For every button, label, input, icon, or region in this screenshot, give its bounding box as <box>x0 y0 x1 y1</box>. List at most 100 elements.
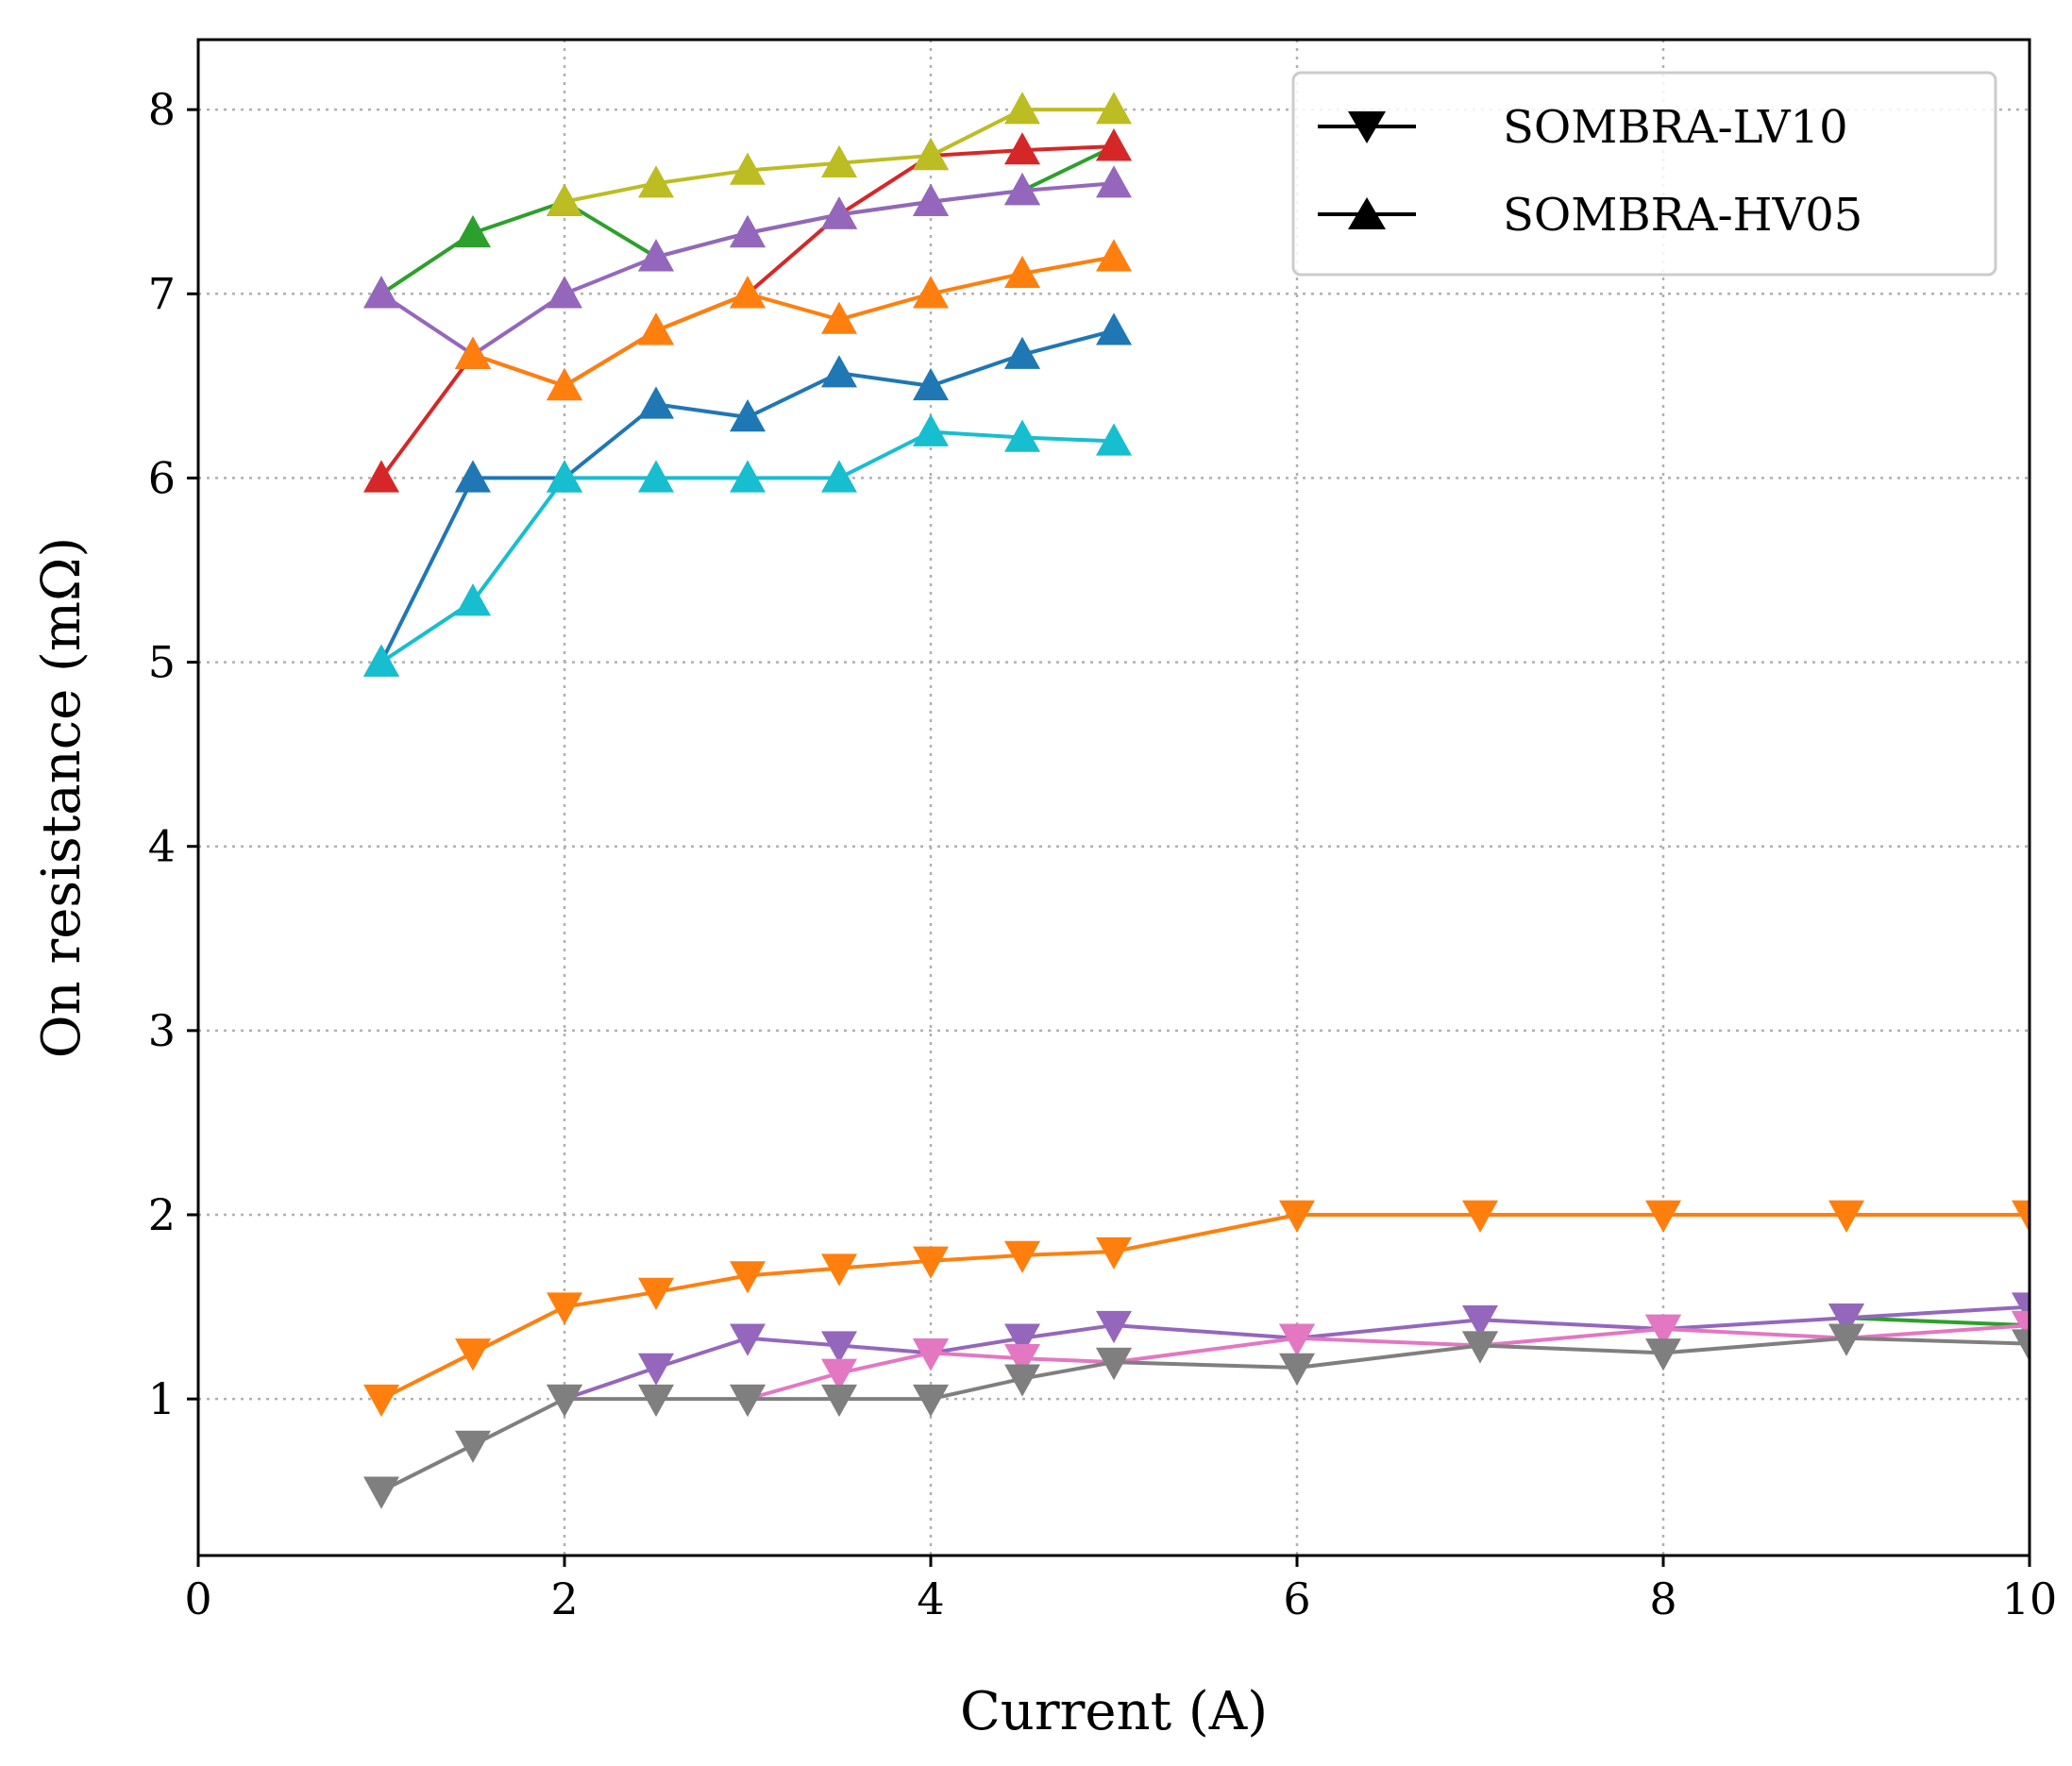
x-tick-label: 10 <box>2002 1573 2058 1624</box>
data-point <box>1462 1331 1498 1364</box>
data-point <box>1096 312 1132 345</box>
y-tick-label: 1 <box>148 1373 176 1424</box>
data-point <box>730 399 766 432</box>
data-point <box>1462 1200 1498 1233</box>
data-point <box>1279 1353 1315 1386</box>
data-point <box>1096 92 1132 125</box>
data-point <box>1004 1364 1040 1397</box>
data-point <box>730 152 766 185</box>
series-line <box>380 1336 2030 1493</box>
y-tick-label: 4 <box>148 821 176 872</box>
data-point <box>1096 128 1132 161</box>
data-point <box>1828 1303 1864 1337</box>
data-point <box>1004 132 1040 165</box>
series-sombra-hv05-6 <box>363 413 1132 677</box>
y-tick-label: 7 <box>148 268 176 319</box>
x-tick-label: 0 <box>184 1573 211 1624</box>
series-sombra-hv05-3 <box>363 165 1132 369</box>
data-point <box>1004 92 1040 125</box>
data-point <box>363 276 399 309</box>
series-layer <box>363 92 2030 1509</box>
data-point <box>913 137 949 171</box>
y-tick-label: 6 <box>148 452 176 503</box>
series-line <box>472 255 1115 388</box>
data-point <box>455 336 491 369</box>
data-point <box>2012 1329 2030 1362</box>
data-point <box>1828 1200 1864 1233</box>
data-point <box>821 144 857 177</box>
data-point <box>1096 423 1132 456</box>
data-point <box>455 214 491 248</box>
data-point <box>547 367 582 401</box>
legend-marker-hv05 <box>1348 197 1386 229</box>
data-point <box>730 1323 766 1356</box>
data-point <box>455 460 491 493</box>
data-point <box>363 460 399 493</box>
legend: SOMBRA-LV10 SOMBRA-HV05 <box>1291 71 1997 277</box>
grid <box>198 40 2030 1556</box>
series-line <box>1845 1316 2030 1328</box>
data-point <box>2012 1200 2030 1233</box>
data-point <box>547 183 582 216</box>
data-point <box>821 1253 857 1287</box>
data-point <box>913 1246 949 1279</box>
data-point <box>638 1384 674 1418</box>
data-point <box>730 1384 766 1418</box>
data-point <box>1004 419 1040 452</box>
data-point <box>1004 255 1040 289</box>
data-point <box>730 460 766 493</box>
data-point <box>913 1384 949 1418</box>
data-point <box>1279 1200 1315 1233</box>
series-line <box>380 1212 2030 1401</box>
data-point <box>363 1384 399 1418</box>
legend-label-hv05: SOMBRA-HV05 <box>1503 189 1862 242</box>
series-line <box>747 1323 2030 1402</box>
data-point <box>1828 1323 1864 1356</box>
data-point <box>455 1430 491 1463</box>
data-point <box>638 460 674 493</box>
data-point <box>638 312 674 345</box>
data-point <box>730 1261 766 1294</box>
x-tick-label: 2 <box>550 1573 578 1624</box>
data-point <box>730 214 766 248</box>
y-tick-label: 3 <box>148 1005 176 1056</box>
data-point <box>913 1338 949 1371</box>
data-point <box>1004 336 1040 369</box>
y-tick-label: 2 <box>148 1189 176 1240</box>
data-point <box>821 301 857 334</box>
series-sombra-hv05-4 <box>455 239 1132 401</box>
data-point <box>821 196 857 229</box>
data-point <box>1004 1240 1040 1273</box>
data-point <box>638 165 674 198</box>
series-sombra-hv05-2 <box>547 92 1132 216</box>
data-point <box>821 1331 857 1364</box>
data-point <box>913 413 949 446</box>
data-point <box>913 276 949 309</box>
data-point <box>821 355 857 388</box>
data-point <box>363 1476 399 1509</box>
legend-label-lv10: SOMBRA-LV10 <box>1503 101 1848 154</box>
data-point <box>1096 1236 1132 1270</box>
data-point <box>821 460 857 493</box>
data-point <box>821 1384 857 1418</box>
series-sombra-lv10-7 <box>363 1200 2030 1418</box>
y-tick-label: 5 <box>148 637 176 688</box>
data-point <box>363 644 399 677</box>
legend-marker-lv10 <box>1348 111 1386 143</box>
data-point <box>1096 1310 1132 1344</box>
data-point <box>1645 1338 1681 1371</box>
data-point <box>1004 1323 1040 1356</box>
data-point <box>1096 165 1132 198</box>
data-point <box>1004 173 1040 206</box>
series-sombra-hv05-5 <box>363 312 1132 677</box>
series-sombra-lv10-11 <box>363 1323 2030 1509</box>
data-point <box>1645 1314 1681 1347</box>
data-point <box>1462 1305 1498 1338</box>
data-point <box>913 367 949 401</box>
data-point <box>547 460 582 493</box>
data-point <box>1096 239 1132 272</box>
data-point <box>1004 1344 1040 1377</box>
data-point <box>547 1292 582 1325</box>
data-point <box>638 1353 674 1386</box>
